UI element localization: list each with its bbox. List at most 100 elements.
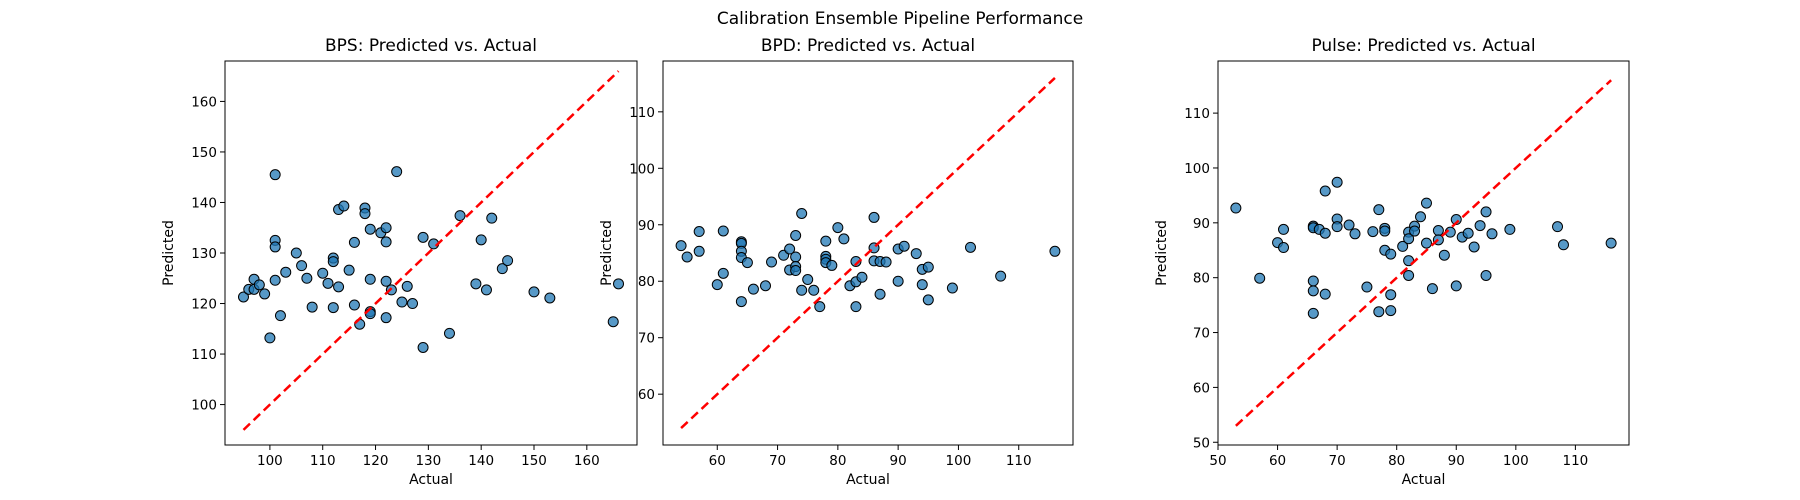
chart-2-point — [717, 225, 729, 237]
chart-3-ytick-label: 50 — [1193, 435, 1210, 451]
chart-1-point — [333, 281, 345, 293]
chart-2-point — [735, 296, 747, 308]
chart-3-point — [1278, 242, 1290, 254]
chart-1-point — [470, 278, 482, 290]
chart-2-point — [796, 284, 808, 296]
chart-3-point — [1230, 202, 1242, 214]
chart-3-ytick-label: 110 — [1184, 106, 1210, 122]
chart-1-point — [475, 234, 487, 246]
chart-3-point — [1557, 239, 1569, 251]
chart-3-xtick-label: 80 — [1388, 453, 1405, 469]
chart-3-point — [1432, 225, 1444, 237]
chart-3-title: Pulse: Predicted vs. Actual — [1311, 36, 1535, 56]
chart-3-ytick-label: 90 — [1193, 216, 1210, 232]
chart-3-xtick-label: 60 — [1269, 453, 1286, 469]
chart-3-xtick-label: 110 — [1563, 453, 1589, 469]
chart-3-point — [1480, 269, 1492, 281]
chart-3-point — [1367, 226, 1379, 238]
chart-1-point — [280, 266, 292, 278]
chart-1-point — [496, 263, 508, 275]
chart-2-xtick-label: 110 — [1006, 453, 1032, 469]
chart-1-point — [274, 310, 286, 322]
chart-1-point — [338, 200, 350, 212]
chart-3-point — [1319, 227, 1331, 239]
chart-2-point — [880, 256, 892, 268]
chart-1-point — [269, 241, 281, 253]
chart-2-point — [868, 211, 880, 223]
chart-2-point — [790, 229, 802, 241]
chart-3-point — [1349, 228, 1361, 240]
chart-3-point — [1373, 306, 1385, 318]
chart-3-axes-frame — [1217, 60, 1630, 446]
chart-2-point — [838, 233, 850, 245]
chart-2-point — [922, 261, 934, 273]
chart-3-point — [1420, 237, 1432, 249]
chart-3-point — [1319, 288, 1331, 300]
chart-1-point — [380, 222, 392, 234]
chart-3-xtick-label: 70 — [1329, 453, 1346, 469]
chart-3-point — [1385, 289, 1397, 301]
chart-2-point — [796, 207, 808, 219]
chart-1-point — [364, 273, 376, 285]
chart-1-point — [613, 278, 625, 290]
chart-3-point — [1468, 241, 1480, 253]
chart-1-point — [528, 286, 540, 298]
chart-1-point — [237, 291, 249, 303]
chart-3-point — [1409, 225, 1421, 237]
chart-2-ytick-label: 90 — [638, 218, 655, 234]
chart-3-ylabel: Predicted — [1154, 220, 1170, 286]
chart-1-xtick-label: 130 — [415, 453, 441, 469]
chart-2-point — [820, 235, 832, 247]
chart-1-point — [380, 275, 392, 287]
chart-1-point — [544, 292, 556, 304]
chart-3-point — [1254, 272, 1266, 284]
chart-2-point — [832, 222, 844, 234]
chart-2-point — [850, 301, 862, 313]
chart-3-point — [1343, 219, 1355, 231]
chart-2-point — [916, 279, 928, 291]
chart-2-point — [717, 267, 729, 279]
chart-2-point — [711, 279, 723, 291]
chart-1-ytick-label: 100 — [191, 398, 217, 414]
chart-3-point — [1319, 185, 1331, 197]
chart-1-title: BPS: Predicted vs. Actual — [325, 36, 537, 56]
chart-2-point — [808, 284, 820, 296]
chart-2-point — [946, 282, 958, 294]
chart-3-xtick-label: 90 — [1448, 453, 1465, 469]
chart-1-point — [502, 255, 514, 267]
chart-1-point — [296, 260, 308, 272]
chart-2-point — [856, 271, 868, 283]
chart-1-ytick-label: 140 — [191, 195, 217, 211]
chart-3-ytick-label: 70 — [1193, 326, 1210, 342]
chart-2-xtick-label: 100 — [946, 453, 972, 469]
chart-1-point — [327, 302, 339, 314]
chart-3-ytick-label: 80 — [1193, 271, 1210, 287]
chart-1-ytick-label: 160 — [191, 94, 217, 110]
chart-3-point — [1361, 281, 1373, 293]
chart-3-point — [1307, 307, 1319, 319]
chart-1-point — [443, 327, 455, 339]
chart-2-point — [814, 301, 826, 313]
chart-3-xtick-label: 50 — [1209, 453, 1226, 469]
chart-1-point — [348, 236, 360, 248]
chart-2-point — [693, 245, 705, 257]
chart-2-point — [747, 283, 759, 295]
chart-1-xtick-label: 160 — [574, 453, 600, 469]
chart-1-point — [607, 316, 619, 328]
chart-3-ideal-line — [1235, 79, 1612, 427]
chart-1-point — [269, 274, 281, 286]
chart-3-ytick-label: 100 — [1184, 161, 1210, 177]
chart-3-point — [1331, 176, 1343, 188]
chart-2-xtick-label: 70 — [769, 453, 786, 469]
chart-3-point — [1379, 225, 1391, 237]
chart-2-point — [965, 241, 976, 253]
chart-1-point — [327, 256, 339, 268]
chart-3-point — [1307, 275, 1319, 287]
chart-1-point — [264, 332, 276, 344]
chart-3-point — [1420, 197, 1432, 209]
chart-2-ytick-label: 70 — [638, 331, 655, 347]
chart-1-ytick-label: 150 — [191, 145, 217, 161]
chart-2-point — [790, 265, 802, 277]
chart-1-ideal-line — [242, 70, 620, 431]
